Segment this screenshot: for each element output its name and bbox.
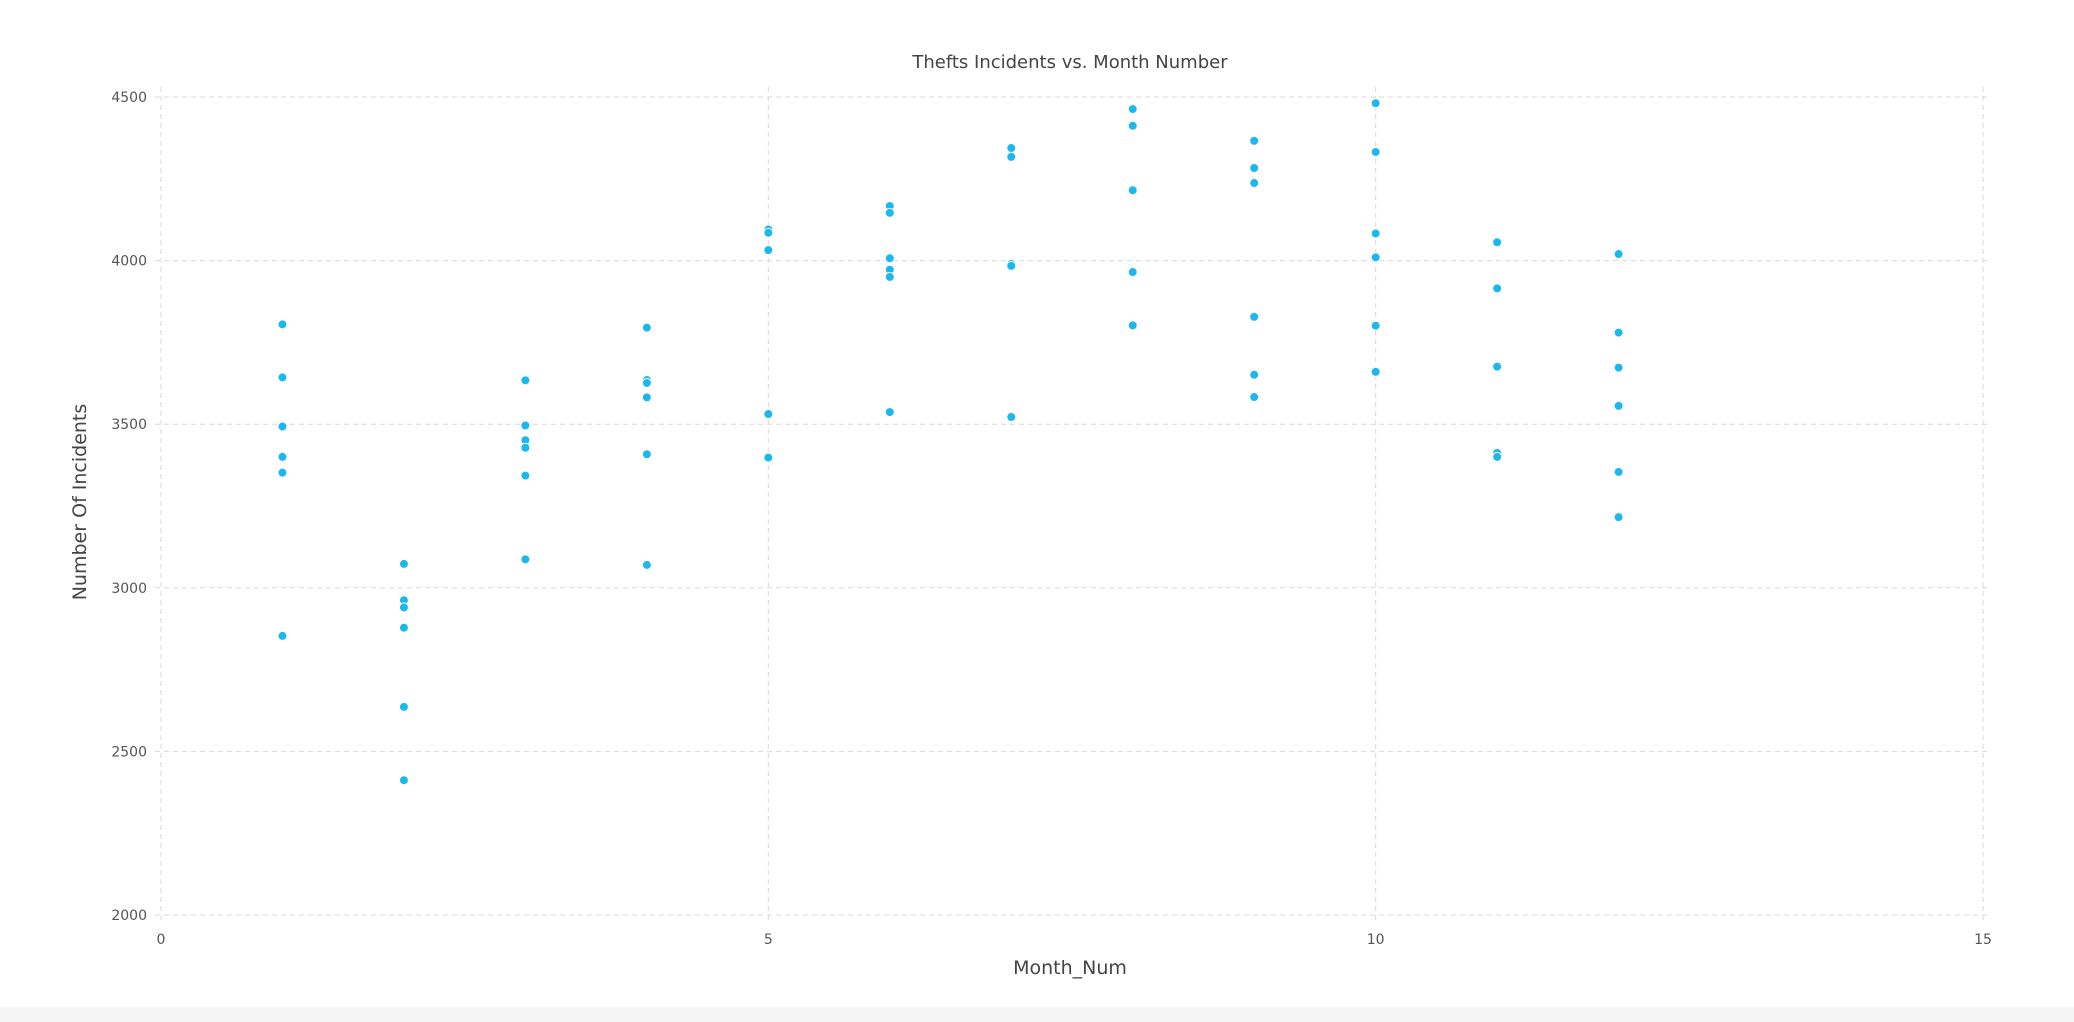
data-points (277, 98, 1624, 786)
data-point (398, 622, 409, 633)
y-tick-label: 3500 (111, 417, 147, 433)
data-point (763, 409, 774, 420)
data-point (641, 322, 652, 333)
data-point (1249, 311, 1260, 322)
data-point (1249, 163, 1260, 174)
data-point (1249, 392, 1260, 403)
data-point (1370, 146, 1381, 157)
data-point (1006, 260, 1017, 271)
x-tick-label: 5 (764, 932, 773, 948)
y-axis-label: Number Of Incidents (69, 404, 91, 601)
data-point (1613, 400, 1624, 411)
y-tick-label: 2500 (111, 744, 147, 760)
data-point (1613, 327, 1624, 338)
data-point (1370, 98, 1381, 109)
data-point (1127, 104, 1138, 115)
y-grid-lines (155, 96, 1991, 916)
data-point (763, 452, 774, 463)
data-point (277, 630, 288, 641)
data-point (884, 253, 895, 264)
chart-title: Thefts Incidents vs. Month Number (911, 52, 1228, 73)
data-point (398, 701, 409, 712)
data-point (1249, 369, 1260, 380)
data-point (1492, 283, 1503, 294)
data-point (1613, 362, 1624, 373)
data-point (520, 442, 531, 453)
y-tick-label: 2000 (111, 908, 147, 924)
data-point (1492, 361, 1503, 372)
data-point (1127, 320, 1138, 331)
data-point (1492, 451, 1503, 462)
data-point (277, 451, 288, 462)
data-point (398, 558, 409, 569)
data-point (884, 271, 895, 282)
data-point (1370, 320, 1381, 331)
data-point (520, 375, 531, 386)
data-point (1370, 228, 1381, 239)
data-point (1613, 249, 1624, 260)
data-point (1006, 412, 1017, 423)
x-axis-label: Month_Num (1013, 957, 1127, 979)
data-point (1370, 252, 1381, 263)
y-tick-label: 4500 (111, 90, 147, 106)
x-tick-labels: 0 5 10 15 (157, 932, 1992, 948)
data-point (641, 377, 652, 388)
data-point (277, 421, 288, 432)
data-point (641, 559, 652, 570)
data-point (1127, 120, 1138, 131)
data-point (1006, 143, 1017, 154)
data-point (1249, 178, 1260, 189)
data-point (763, 245, 774, 256)
data-point (641, 392, 652, 403)
data-point (277, 467, 288, 478)
y-tick-labels: 2000 2500 3000 3500 4000 4500 (111, 90, 147, 924)
data-point (884, 207, 895, 218)
data-point (277, 319, 288, 330)
data-point (1127, 267, 1138, 278)
data-point (398, 602, 409, 613)
data-point (641, 449, 652, 460)
data-point (520, 470, 531, 481)
data-point (1613, 512, 1624, 523)
data-point (763, 227, 774, 238)
data-point (398, 775, 409, 786)
data-point (520, 554, 531, 565)
data-point (884, 407, 895, 418)
x-tick-label: 15 (1974, 932, 1992, 948)
y-tick-label: 4000 (111, 254, 147, 270)
data-point (1127, 185, 1138, 196)
x-tick-label: 0 (157, 932, 166, 948)
y-tick-label: 3000 (111, 581, 147, 597)
data-point (1006, 151, 1017, 162)
data-point (1492, 237, 1503, 248)
data-point (520, 420, 531, 431)
x-tick-label: 10 (1367, 932, 1385, 948)
data-point (1613, 466, 1624, 477)
data-point (1249, 135, 1260, 146)
data-point (1370, 366, 1381, 377)
data-point (277, 372, 288, 383)
